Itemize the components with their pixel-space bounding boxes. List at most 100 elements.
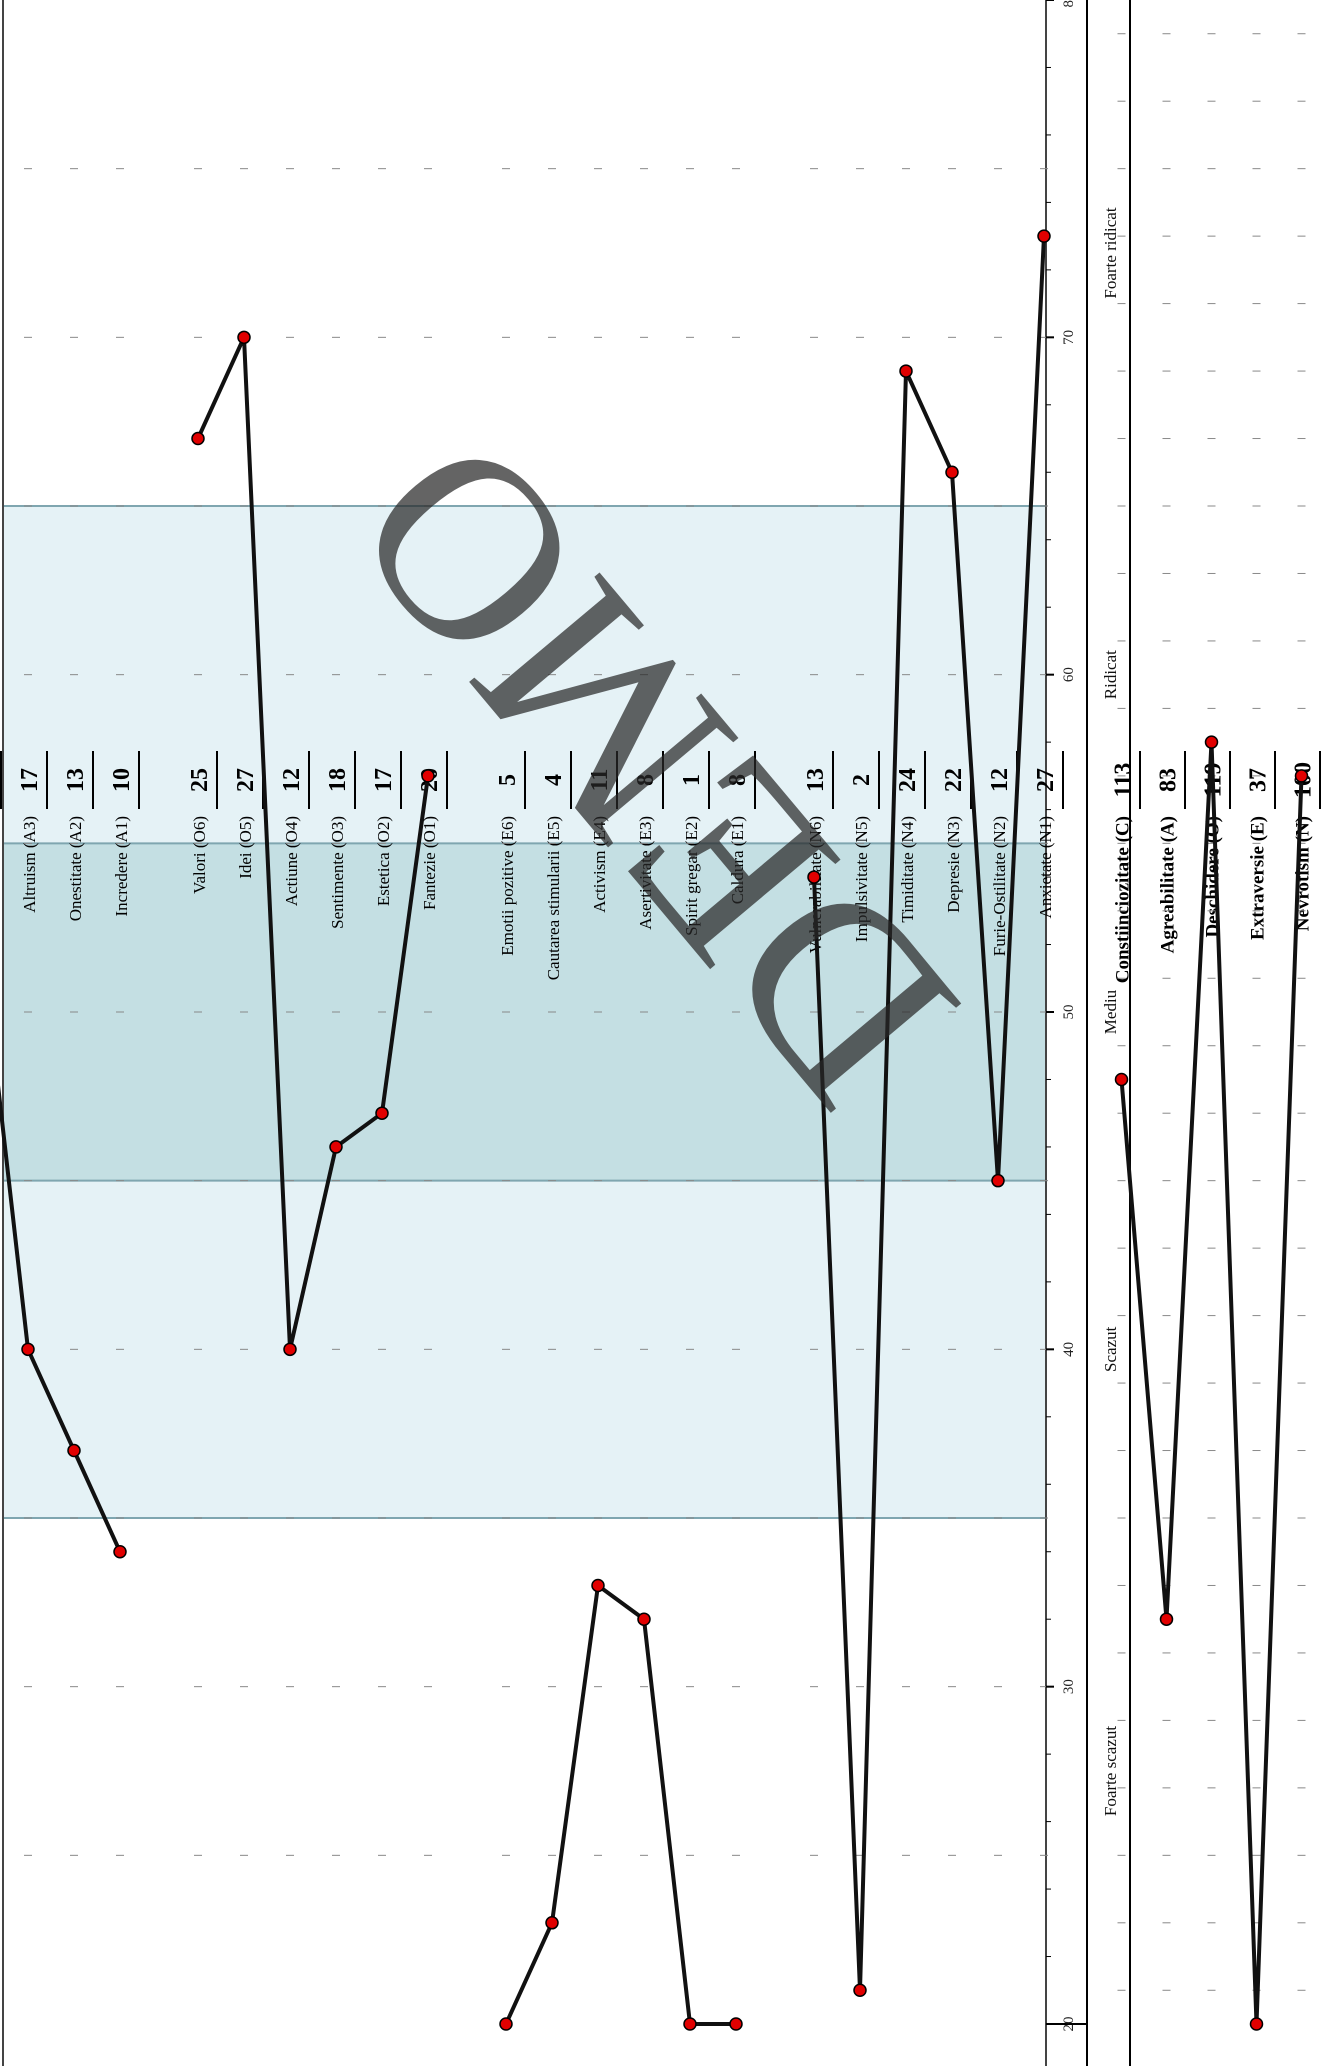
row-score: 8: [725, 774, 751, 786]
row-score: 37: [1246, 768, 1272, 792]
row-label: Caldura (E1): [728, 816, 747, 904]
band-foarte-scazut: [3, 1518, 1046, 2024]
row-score: 4: [541, 774, 567, 786]
band-scazut: [3, 1180, 1046, 1518]
profile-point: [283, 1342, 297, 1357]
row-label: Timiditate (N4): [898, 816, 917, 923]
profile-point: [545, 1916, 559, 1930]
profile-point: [375, 1106, 389, 1120]
profile-point-layer: [21, 229, 1309, 2031]
row-score: 13: [803, 768, 829, 792]
profile-point: [499, 2017, 513, 2031]
profile-point: [991, 1173, 1005, 1188]
profile-point: [1294, 769, 1309, 783]
row-score: 12: [279, 768, 305, 792]
row-label: Sentimente (O3): [328, 816, 347, 929]
band-label: Scazut: [1101, 1326, 1120, 1372]
row-score: 25: [187, 768, 213, 792]
row-label: Anxietate (N1): [1036, 816, 1055, 918]
row-score: 83: [1156, 768, 1182, 792]
x-tick-label: 40: [1061, 1342, 1077, 1357]
band-foarte-ridicat: [3, 0, 1046, 506]
row-label: Actiune (O4): [282, 816, 301, 906]
row-label: Fantezie (O1): [420, 816, 439, 910]
profile-point: [237, 330, 251, 345]
row-label: Furie-Ostilitate (N2): [990, 816, 1009, 956]
profile-point: [67, 1443, 81, 1458]
row-label: Activism (E4): [590, 816, 609, 913]
row-score: 22: [941, 768, 967, 792]
profile-point: [807, 870, 821, 884]
row-label: Valori (O6): [190, 816, 209, 894]
profile-point: [113, 1544, 127, 1559]
row-score: 17: [371, 768, 397, 792]
x-tick-label: 30: [1061, 1679, 1077, 1694]
row-score: 18: [325, 768, 351, 792]
profile-point: [329, 1140, 343, 1154]
band-label: Foarte scazut: [1101, 1726, 1120, 1816]
profile-point: [1249, 2017, 1264, 2031]
scale-layer: [24, 33, 1306, 1991]
row-label: Onestitate (A2): [66, 816, 85, 921]
profile-line-layer: [0, 236, 1304, 2026]
row-label: Impulsivitate (N5): [852, 816, 871, 942]
row-label: Spirit gregar (E2): [682, 816, 701, 936]
row-label: Altruism (A3): [20, 816, 39, 913]
row-label: Cautarea stimularii (E5): [544, 816, 563, 980]
profile-point: [21, 1342, 35, 1357]
band-label: Ridicat: [1101, 650, 1120, 699]
row-label: Estetica (O2): [374, 816, 393, 906]
profile-point: [637, 1612, 651, 1626]
row-score: 2: [849, 774, 875, 786]
profile-line-neuroticism: [812, 236, 1046, 1993]
profile-point: [683, 2017, 697, 2031]
row-score: 1: [679, 774, 705, 786]
x-tick-label: 50: [1061, 1005, 1077, 1020]
profile-line-openness: [196, 335, 430, 1352]
row-score: 8: [633, 774, 659, 786]
x-tick-label: 60: [1061, 667, 1077, 682]
row-label: Agreabilitate (A): [1158, 816, 1179, 953]
profile-line-agreeableness: [0, 942, 122, 1687]
profile-point: [853, 1983, 867, 1998]
x-tick-label: 20: [1061, 2017, 1077, 2032]
profile-line-extraversion: [504, 1583, 736, 2026]
x-axis: 20 30 40 50 60 70 80 Foarte scazut Scazut Mediu Ri…: [1046, 0, 1120, 2032]
profile-point: [421, 769, 435, 783]
row-score: 27: [1033, 768, 1059, 792]
band-label: Mediu: [1101, 989, 1120, 1034]
row-label: Idei (O5): [236, 816, 255, 879]
row-score: 5: [495, 774, 521, 786]
row-label: Depresie (N3): [944, 816, 963, 913]
row-label: Incredere (A1): [112, 816, 131, 917]
row-label: Emotii pozitive (E6): [498, 816, 517, 956]
band-label: Foarte ridicat: [1101, 207, 1120, 298]
row-score: 11: [587, 769, 613, 792]
profile-point: [729, 2017, 743, 2031]
row-label: Asertivitate (E3): [636, 816, 655, 930]
profile-point: [1037, 229, 1051, 243]
profile-point: [1204, 735, 1219, 749]
profile-point: [899, 364, 913, 378]
profile-point: [945, 465, 959, 480]
row-score: 113: [1111, 763, 1137, 798]
profile-point: [1159, 1612, 1174, 1626]
row-label: Extraversie (E): [1248, 816, 1269, 940]
x-tick-label: 70: [1061, 330, 1077, 345]
profile-point: [591, 1578, 605, 1593]
profile-point: [1114, 1072, 1129, 1087]
row-label: Constiinciozitate (C): [1113, 816, 1134, 983]
band-mediu: [3, 843, 1046, 1181]
row-score: 13: [63, 768, 89, 792]
row-score: 24: [895, 768, 921, 792]
row-score: 10: [109, 768, 135, 792]
row-score: 27: [233, 768, 259, 792]
row-score: 17: [17, 768, 43, 792]
x-tick-label: 80: [1061, 0, 1077, 8]
profile-point: [191, 431, 205, 446]
row-score: 12: [987, 768, 1013, 792]
chart-frame: [2, 0, 1131, 2066]
